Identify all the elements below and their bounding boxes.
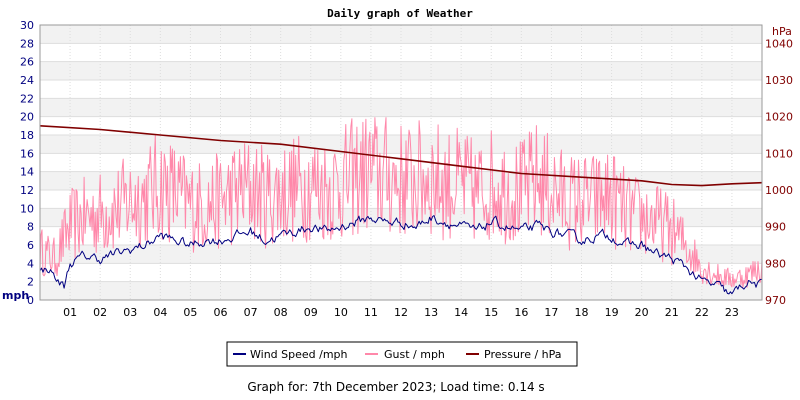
x-tick-label: 16 bbox=[514, 306, 528, 319]
left-tick-label: 26 bbox=[20, 56, 34, 69]
left-tick-label: 4 bbox=[27, 257, 34, 270]
legend-label-pressure: Pressure / hPa bbox=[484, 348, 562, 361]
x-tick-label: 04 bbox=[153, 306, 167, 319]
left-tick-label: 20 bbox=[20, 111, 34, 124]
series-line-pressure bbox=[39, 125, 763, 187]
legend: Wind Speed /mph Gust / mph Pressure / hP… bbox=[226, 341, 578, 367]
x-tick-label: 18 bbox=[575, 306, 589, 319]
x-tick-label: 13 bbox=[424, 306, 438, 319]
x-tick-label: 02 bbox=[93, 306, 107, 319]
left-tick-label: 22 bbox=[20, 92, 34, 105]
right-tick-label: 1020 bbox=[765, 111, 793, 124]
left-tick-label: 18 bbox=[20, 129, 34, 142]
series-line-wind-speed bbox=[39, 215, 763, 295]
series-layer bbox=[39, 117, 763, 295]
right-tick-label: 1030 bbox=[765, 74, 793, 87]
right-axis-unit: hPa bbox=[772, 25, 792, 38]
x-tick-label: 08 bbox=[274, 306, 288, 319]
x-tick-label: 14 bbox=[454, 306, 468, 319]
chart-title: Daily graph of Weather bbox=[327, 7, 473, 20]
x-tick-label: 15 bbox=[484, 306, 498, 319]
x-tick-label: 03 bbox=[123, 306, 137, 319]
x-tick-label: 17 bbox=[544, 306, 558, 319]
right-tick-label: 980 bbox=[765, 257, 786, 270]
x-tick-label: 21 bbox=[665, 306, 679, 319]
left-tick-label: 14 bbox=[20, 166, 34, 179]
x-tick-label: 06 bbox=[214, 306, 228, 319]
legend-label-wind: Wind Speed /mph bbox=[250, 348, 348, 361]
x-tick-label: 23 bbox=[725, 306, 739, 319]
x-tick-label: 05 bbox=[183, 306, 197, 319]
footer-text: Graph for: 7th December 2023; Load time:… bbox=[247, 380, 544, 394]
x-tick-label: 19 bbox=[605, 306, 619, 319]
x-tick-label: 12 bbox=[394, 306, 408, 319]
legend-label-gust: Gust / mph bbox=[384, 348, 445, 361]
x-tick-label: 07 bbox=[244, 306, 258, 319]
x-tick-label: 01 bbox=[63, 306, 77, 319]
background-band bbox=[40, 98, 762, 117]
left-tick-label: 16 bbox=[20, 147, 34, 160]
x-tick-label: 20 bbox=[635, 306, 649, 319]
right-tick-label: 990 bbox=[765, 221, 786, 234]
right-tick-label: 1000 bbox=[765, 184, 793, 197]
x-tick-label: 09 bbox=[304, 306, 318, 319]
x-tick-label: 11 bbox=[364, 306, 378, 319]
left-tick-label: 28 bbox=[20, 37, 34, 50]
left-tick-label: 24 bbox=[20, 74, 34, 87]
right-tick-label: 1040 bbox=[765, 37, 793, 50]
x-tick-label: 22 bbox=[695, 306, 709, 319]
left-tick-label: 10 bbox=[20, 202, 34, 215]
background-band bbox=[40, 281, 762, 300]
plot-frame bbox=[39, 24, 763, 301]
right-tick-label: 970 bbox=[765, 294, 786, 307]
axis-ticks: 0246810121416182022242628309709809901000… bbox=[20, 19, 793, 319]
series-line-gust bbox=[39, 117, 763, 288]
left-tick-label: 2 bbox=[27, 276, 34, 289]
right-tick-label: 1010 bbox=[765, 147, 793, 160]
left-axis-unit: mph bbox=[2, 289, 29, 302]
left-tick-label: 6 bbox=[27, 239, 34, 252]
x-tick-label: 10 bbox=[334, 306, 348, 319]
left-tick-label: 0 bbox=[27, 294, 34, 307]
legend-box bbox=[226, 341, 578, 367]
left-tick-label: 30 bbox=[20, 19, 34, 32]
left-tick-label: 8 bbox=[27, 221, 34, 234]
background-band bbox=[40, 245, 762, 264]
background-band bbox=[40, 171, 762, 190]
left-tick-label: 12 bbox=[20, 184, 34, 197]
